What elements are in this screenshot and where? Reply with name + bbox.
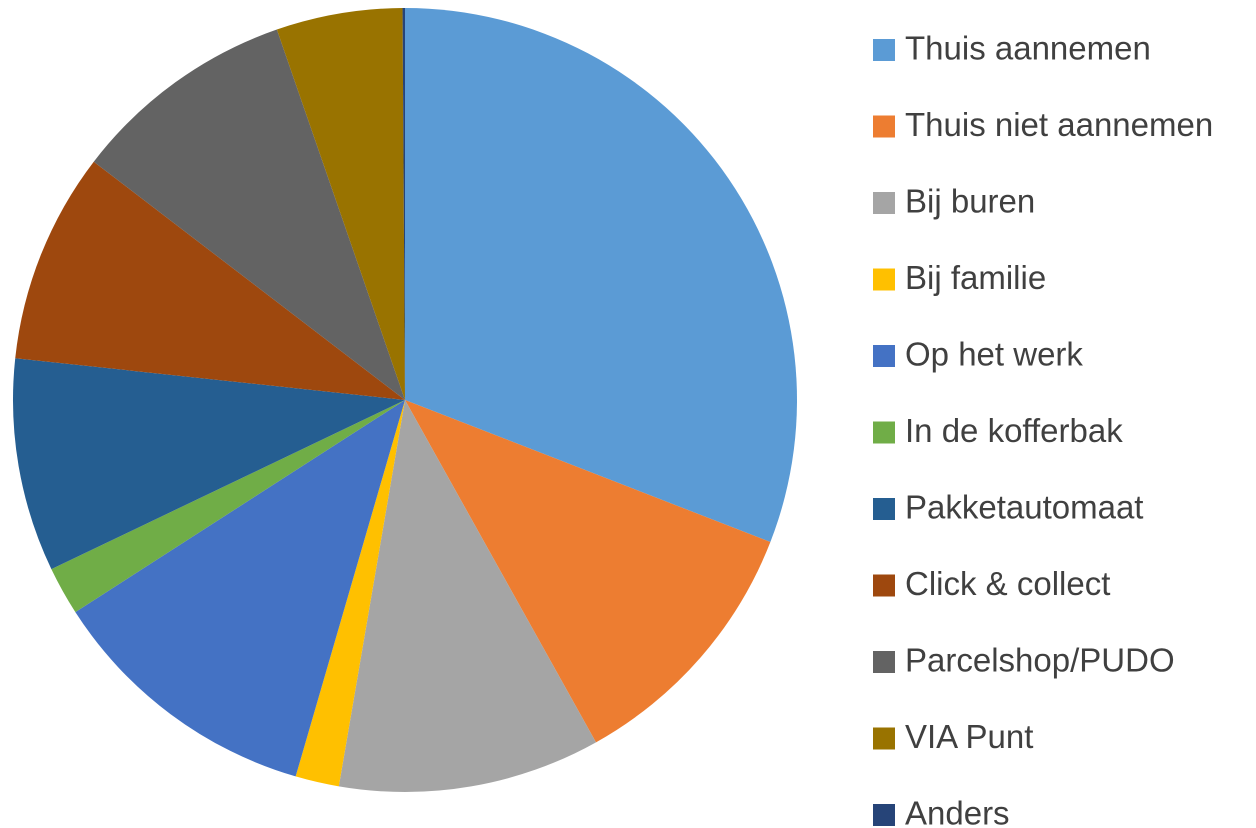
legend-swatch (873, 421, 895, 444)
legend-label: Anders (905, 795, 1010, 828)
legend-label: Parcelshop/PUDO (905, 642, 1175, 679)
legend-swatch (873, 498, 895, 520)
pie-slice (93, 29, 405, 400)
legend-swatch (873, 804, 895, 826)
legend-swatch (873, 574, 895, 597)
legend-swatch (873, 345, 895, 367)
legend-label: In de kofferbak (905, 412, 1123, 449)
pie-slice (276, 8, 405, 400)
pie-slice (51, 400, 405, 613)
pie-slice (15, 161, 405, 400)
legend-label: Thuis niet aannemen (905, 106, 1213, 143)
legend-swatch (873, 192, 895, 214)
legend-swatch (873, 39, 895, 61)
legend-swatch (873, 115, 895, 138)
legend-label: Click & collect (905, 565, 1110, 602)
legend-swatch (873, 651, 895, 673)
pie-slice (295, 400, 405, 787)
legend-label: Thuis aannemen (905, 30, 1151, 67)
pie-slice (338, 400, 597, 792)
legend-label: Bij buren (905, 183, 1035, 220)
pie-slice (405, 8, 798, 543)
legend-label: Bij familie (905, 259, 1046, 296)
legend-swatch (873, 268, 895, 291)
pie-slice (12, 358, 405, 570)
legend-label: Op het werk (905, 336, 1083, 373)
legend-label: Pakketautomaat (905, 489, 1143, 526)
pie-slice (405, 400, 771, 743)
legend-swatch (873, 727, 895, 750)
pie-slice (402, 7, 405, 400)
pie-slice (75, 400, 405, 777)
legend-label: VIA Punt (905, 718, 1033, 755)
